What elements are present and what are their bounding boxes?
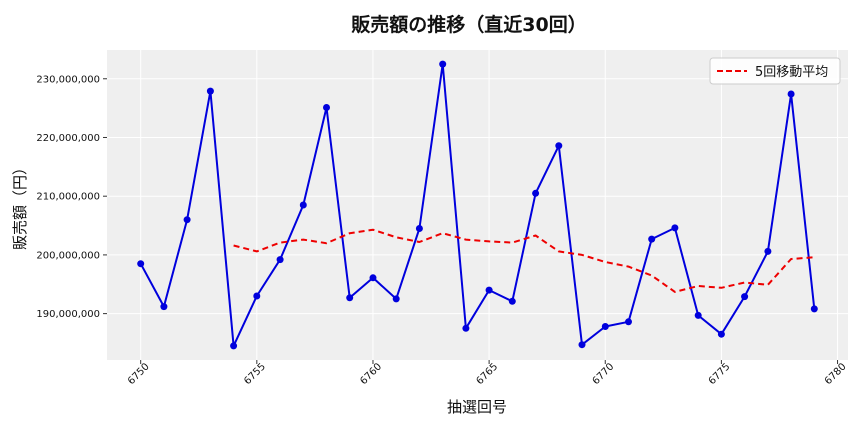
data-point — [369, 274, 377, 282]
data-point — [439, 60, 447, 68]
y-tick-label: 210,000,000 — [36, 192, 100, 203]
x-tick-label: 6780 — [823, 361, 849, 387]
data-point — [462, 324, 470, 332]
data-point — [625, 318, 632, 326]
series-sales-line — [139, 63, 816, 347]
data-point — [810, 305, 818, 313]
series-layer — [137, 60, 818, 350]
data-point — [578, 341, 586, 349]
data-point — [601, 323, 609, 330]
data-point — [160, 303, 168, 311]
data-point — [137, 260, 145, 268]
x-tick-label: 6750 — [126, 361, 152, 387]
legend-moving-average-label: 5回移動平均 — [755, 65, 828, 80]
data-point — [485, 286, 493, 294]
x-axis-ticks: 6750 6755 6760 6765 6770 6775 6780 — [126, 360, 849, 387]
x-tick-label: 6755 — [242, 361, 268, 387]
legend-box — [709, 57, 841, 85]
chart-title: 販売額の推移（直近30回） — [351, 13, 586, 36]
data-point — [392, 295, 400, 303]
data-point — [276, 256, 284, 264]
x-tick-label: 6765 — [474, 361, 500, 387]
data-point — [230, 342, 238, 350]
y-tick-label: 220,000,000 — [36, 133, 100, 144]
data-point — [206, 87, 214, 95]
data-point — [787, 90, 795, 98]
y-tick-label: 190,000,000 — [36, 309, 100, 320]
legend: 5回移動平均 — [709, 57, 841, 85]
x-tick-label: 6760 — [358, 361, 384, 387]
y-axis-ticks: 190,000,000 200,000,000 210,000,000 220,000… — [36, 74, 107, 320]
data-point — [508, 297, 516, 305]
x-tick-label: 6770 — [591, 361, 617, 387]
y-tick-label: 200,000,000 — [36, 250, 100, 261]
data-point — [415, 225, 423, 232]
data-point — [555, 142, 563, 150]
x-axis-label: 抽選回号 — [447, 398, 507, 416]
data-point — [741, 293, 749, 301]
series-moving-average-line — [233, 228, 815, 293]
data-point — [253, 292, 261, 300]
data-point — [717, 330, 725, 338]
grid — [107, 50, 848, 360]
data-point — [648, 235, 656, 243]
y-tick-label: 230,000,000 — [36, 74, 100, 85]
data-point — [323, 104, 330, 111]
data-point — [694, 311, 702, 319]
y-axis-label: 販売額（円） — [11, 160, 29, 250]
data-point — [532, 189, 540, 197]
data-point — [346, 294, 354, 302]
data-point — [671, 224, 679, 232]
x-tick-label: 6775 — [707, 361, 733, 387]
data-point — [764, 247, 772, 255]
data-point — [299, 201, 307, 209]
data-point — [183, 216, 191, 224]
